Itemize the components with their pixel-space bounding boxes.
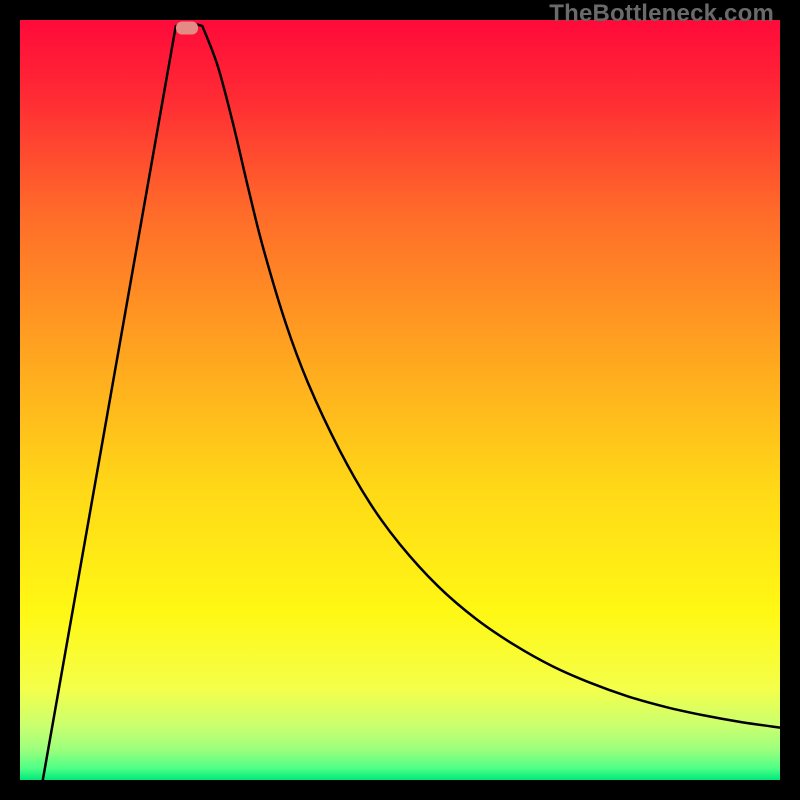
chart-frame: TheBottleneck.com	[0, 0, 800, 800]
apex-marker	[176, 22, 198, 35]
watermark-text: TheBottleneck.com	[549, 0, 774, 28]
curve-group	[43, 24, 780, 780]
bottleneck-curve	[43, 24, 780, 780]
chart-svg	[0, 0, 800, 800]
